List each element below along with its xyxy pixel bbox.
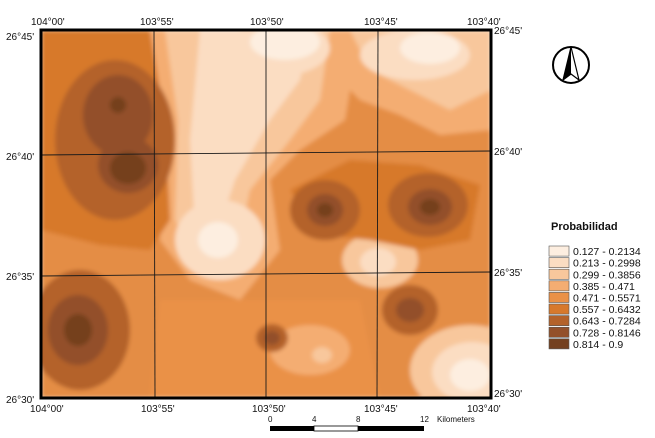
legend-title: Probabilidad — [551, 221, 618, 233]
north-arrow-icon — [552, 46, 590, 84]
surface-fill — [41, 30, 491, 398]
top-label-4: 103°40' — [467, 17, 501, 28]
scale-tick-0: 0 — [268, 415, 273, 424]
scale-tick-1: 4 — [312, 415, 317, 424]
right-coordinate-labels: 26°45' 26°40' 26°35' 26°30' — [494, 26, 522, 400]
legend-label: 0.728 - 0.8146 — [573, 327, 641, 339]
legend-label: 0.471 - 0.5571 — [573, 293, 641, 305]
scale-bar: 0 4 8 12 Kilometers — [268, 415, 475, 432]
left-coordinate-labels: 26°45' 26°40' 26°35' 26°30' — [6, 32, 34, 406]
bottom-coordinate-labels: 104°00' 103°55' 103°50' 103°45' 103°40' — [30, 404, 501, 415]
left-label-0: 26°45' — [6, 32, 34, 43]
legend-swatch — [548, 257, 570, 269]
right-label-2: 26°35' — [494, 268, 522, 279]
top-label-1: 103°55' — [140, 17, 174, 28]
legend-label: 0.299 - 0.3856 — [573, 269, 641, 281]
bottom-label-3: 103°45' — [364, 404, 398, 415]
right-label-0: 26°45' — [494, 26, 522, 37]
legend-label: 0.557 - 0.6432 — [573, 304, 641, 316]
legend-label: 0.127 - 0.2134 — [573, 246, 641, 258]
left-label-2: 26°35' — [6, 272, 34, 283]
bottom-label-1: 103°55' — [141, 404, 175, 415]
legend-label: 0.643 - 0.7284 — [573, 316, 641, 328]
top-label-0: 104°00' — [31, 17, 65, 28]
legend-swatch — [548, 338, 570, 350]
top-label-3: 103°45' — [364, 17, 398, 28]
left-label-1: 26°40' — [6, 152, 34, 163]
legend-swatch — [548, 326, 570, 338]
legend-swatch — [548, 280, 570, 292]
left-label-3: 26°30' — [6, 395, 34, 406]
legend-swatch — [548, 245, 570, 257]
legend-swatch — [548, 268, 570, 280]
top-label-2: 103°50' — [250, 17, 284, 28]
legend-swatch — [548, 292, 570, 303]
right-label-1: 26°40' — [494, 147, 522, 158]
right-label-3: 26°30' — [494, 389, 522, 400]
legend-swatch — [548, 303, 570, 315]
scale-tick-2: 8 — [356, 415, 361, 424]
top-coordinate-labels: 104°00' 103°55' 103°50' 103°45' 103°40' — [31, 17, 501, 28]
legend-swatch — [548, 315, 570, 327]
bottom-label-2: 103°50' — [252, 404, 286, 415]
graticule — [40, 29, 492, 399]
map-frame — [39, 28, 493, 400]
bottom-label-0: 104°00' — [30, 404, 64, 415]
legend-label: 0.814 - 0.9 — [573, 339, 623, 351]
bottom-label-4: 103°40' — [467, 404, 501, 415]
legend-label: 0.385 - 0.471 — [573, 281, 635, 293]
legend-label: 0.213 - 0.2998 — [573, 258, 641, 270]
scale-unit: Kilometers — [437, 415, 475, 424]
scale-tick-3: 12 — [420, 415, 429, 424]
probability-surface — [41, 30, 491, 398]
